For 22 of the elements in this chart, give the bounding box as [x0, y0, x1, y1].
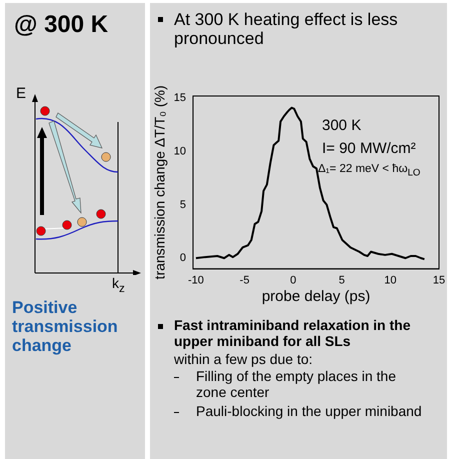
annotation: I= 90 MW/cm² — [322, 140, 416, 158]
y-tick-label: 5 — [180, 198, 186, 211]
text: Pauli-blocking in the upper miniband — [196, 403, 422, 419]
y-tick-label: 10 — [174, 146, 186, 158]
x-axis-title: probe delay (ps) — [262, 288, 370, 306]
text: At 300 K heating effect is less pronounced — [174, 10, 398, 48]
annotation: 300 K — [322, 117, 362, 135]
x-tick-label: 5 — [338, 274, 345, 286]
x-tick-label: -10 — [188, 274, 204, 286]
y-axis-title: transmission change ΔT/T₀ (%) — [151, 85, 168, 280]
x-tick-label: 15 — [432, 274, 446, 286]
text: Filling of the empty places in the zone center — [196, 368, 396, 400]
y-tick-label: 0 — [180, 252, 186, 264]
x-tick-label: -5 — [240, 274, 250, 286]
text: Positive transmission change — [12, 298, 119, 356]
annotation: Δ₁= 22 meV < ħω$_{LO}$ — [318, 163, 420, 180]
text: k$_{z}$ — [112, 275, 125, 295]
x-tick-label: 10 — [384, 274, 397, 286]
text: within a few ps due to: — [174, 351, 314, 368]
text: @ 300 K — [14, 11, 108, 39]
x-tick-label: 0 — [290, 274, 296, 286]
y-tick-label: 15 — [174, 92, 186, 104]
